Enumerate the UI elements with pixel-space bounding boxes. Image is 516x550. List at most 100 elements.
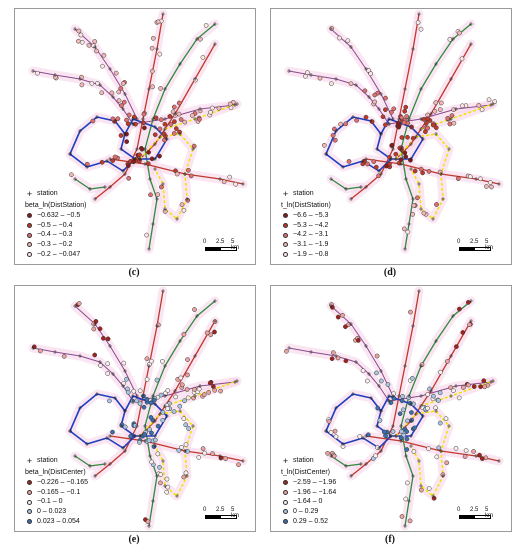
result-point bbox=[403, 496, 409, 502]
station-marker bbox=[364, 344, 368, 348]
station-marker bbox=[411, 474, 415, 478]
result-point bbox=[126, 175, 132, 181]
station-marker bbox=[213, 319, 217, 323]
result-point bbox=[448, 385, 454, 390]
station-marker bbox=[68, 152, 72, 156]
result-point bbox=[141, 404, 147, 410]
station-marker bbox=[108, 185, 112, 189]
legend-title: t_ln(DistCenter) bbox=[281, 468, 331, 476]
station-marker bbox=[449, 77, 453, 81]
result-point bbox=[201, 392, 207, 398]
station-marker bbox=[434, 132, 438, 136]
legend-class-2: −5.3 – −4.2 bbox=[281, 221, 331, 231]
station-marker bbox=[334, 354, 338, 358]
result-point bbox=[176, 100, 182, 106]
result-point bbox=[178, 117, 184, 122]
rail-line bbox=[350, 290, 420, 477]
station-marker bbox=[93, 322, 97, 326]
result-point bbox=[404, 447, 410, 452]
result-point bbox=[177, 403, 183, 409]
buffer-zone bbox=[326, 301, 398, 401]
legend-swatch bbox=[283, 518, 288, 524]
station-marker bbox=[153, 419, 157, 423]
result-point bbox=[142, 432, 148, 437]
result-point bbox=[149, 45, 155, 51]
result-point bbox=[124, 139, 130, 144]
station-marker bbox=[441, 474, 445, 478]
result-point bbox=[373, 164, 379, 170]
legend-swatch bbox=[283, 232, 288, 238]
station-marker bbox=[419, 207, 423, 211]
station-marker bbox=[213, 22, 217, 26]
legend-class-3: −0.4 – −0.3 bbox=[25, 230, 86, 240]
result-point bbox=[479, 456, 485, 461]
station-marker bbox=[163, 127, 167, 131]
result-point bbox=[101, 52, 107, 58]
result-point bbox=[131, 159, 136, 165]
result-point bbox=[399, 398, 405, 404]
result-point bbox=[124, 117, 129, 123]
result-point bbox=[433, 125, 439, 131]
legend-swatch bbox=[27, 518, 32, 524]
rail-line bbox=[139, 410, 194, 497]
station-marker bbox=[95, 115, 99, 119]
result-point bbox=[165, 406, 170, 411]
result-point bbox=[158, 86, 163, 91]
station-marker bbox=[351, 392, 355, 396]
result-point bbox=[437, 107, 443, 112]
result-point bbox=[457, 30, 462, 36]
station-marker bbox=[399, 424, 403, 428]
station-marker bbox=[98, 360, 102, 364]
result-point bbox=[173, 126, 179, 131]
result-point bbox=[418, 26, 424, 32]
result-point bbox=[183, 470, 189, 476]
station-marker bbox=[451, 37, 455, 41]
result-point bbox=[400, 394, 405, 399]
result-point bbox=[465, 300, 471, 305]
station-marker bbox=[148, 454, 152, 458]
result-point bbox=[202, 450, 208, 456]
result-point bbox=[325, 450, 330, 456]
result-point bbox=[118, 86, 124, 91]
result-point bbox=[409, 375, 415, 381]
result-point bbox=[173, 394, 179, 400]
result-point bbox=[357, 434, 363, 439]
station-marker bbox=[469, 299, 473, 303]
station-marker bbox=[469, 42, 473, 46]
station-marker bbox=[193, 77, 197, 81]
station-marker bbox=[387, 122, 391, 126]
station-marker bbox=[403, 87, 407, 91]
result-point bbox=[61, 354, 67, 359]
result-point bbox=[165, 388, 171, 393]
result-point bbox=[459, 103, 465, 109]
result-point bbox=[113, 70, 119, 76]
map-panel-d: + station t_ln(DistStation) −6.6 – −5.3 −… bbox=[270, 8, 512, 265]
result-point bbox=[144, 377, 150, 382]
result-point bbox=[391, 396, 397, 401]
legend-f: + station t_ln(DistCenter) −2.59 – −1.96 … bbox=[281, 455, 337, 525]
station-marker bbox=[113, 119, 117, 123]
result-point bbox=[355, 338, 361, 343]
result-point bbox=[395, 120, 401, 126]
result-point bbox=[181, 208, 187, 213]
legend-class-1: −0.632 – −0.5 bbox=[25, 211, 86, 221]
result-point bbox=[437, 390, 443, 396]
map-panel-e: + station beta_ln(DistCenter) −0.226 – −0… bbox=[14, 285, 256, 532]
rail-line bbox=[400, 23, 472, 250]
result-point bbox=[147, 427, 152, 432]
result-point bbox=[137, 152, 142, 158]
legend-swatch bbox=[283, 242, 288, 248]
station-marker bbox=[364, 185, 368, 189]
station-marker bbox=[135, 117, 139, 121]
legend-station-label: station bbox=[293, 457, 314, 464]
result-point bbox=[400, 407, 406, 413]
station-marker bbox=[161, 12, 165, 16]
station-marker bbox=[195, 37, 199, 41]
result-point bbox=[119, 103, 124, 108]
legend-class-2: −0.165 – −0.1 bbox=[25, 488, 88, 498]
result-point bbox=[153, 115, 159, 121]
legend-swatch bbox=[283, 213, 288, 219]
station-marker bbox=[98, 83, 102, 87]
result-point bbox=[444, 460, 450, 466]
station-marker bbox=[403, 364, 407, 368]
